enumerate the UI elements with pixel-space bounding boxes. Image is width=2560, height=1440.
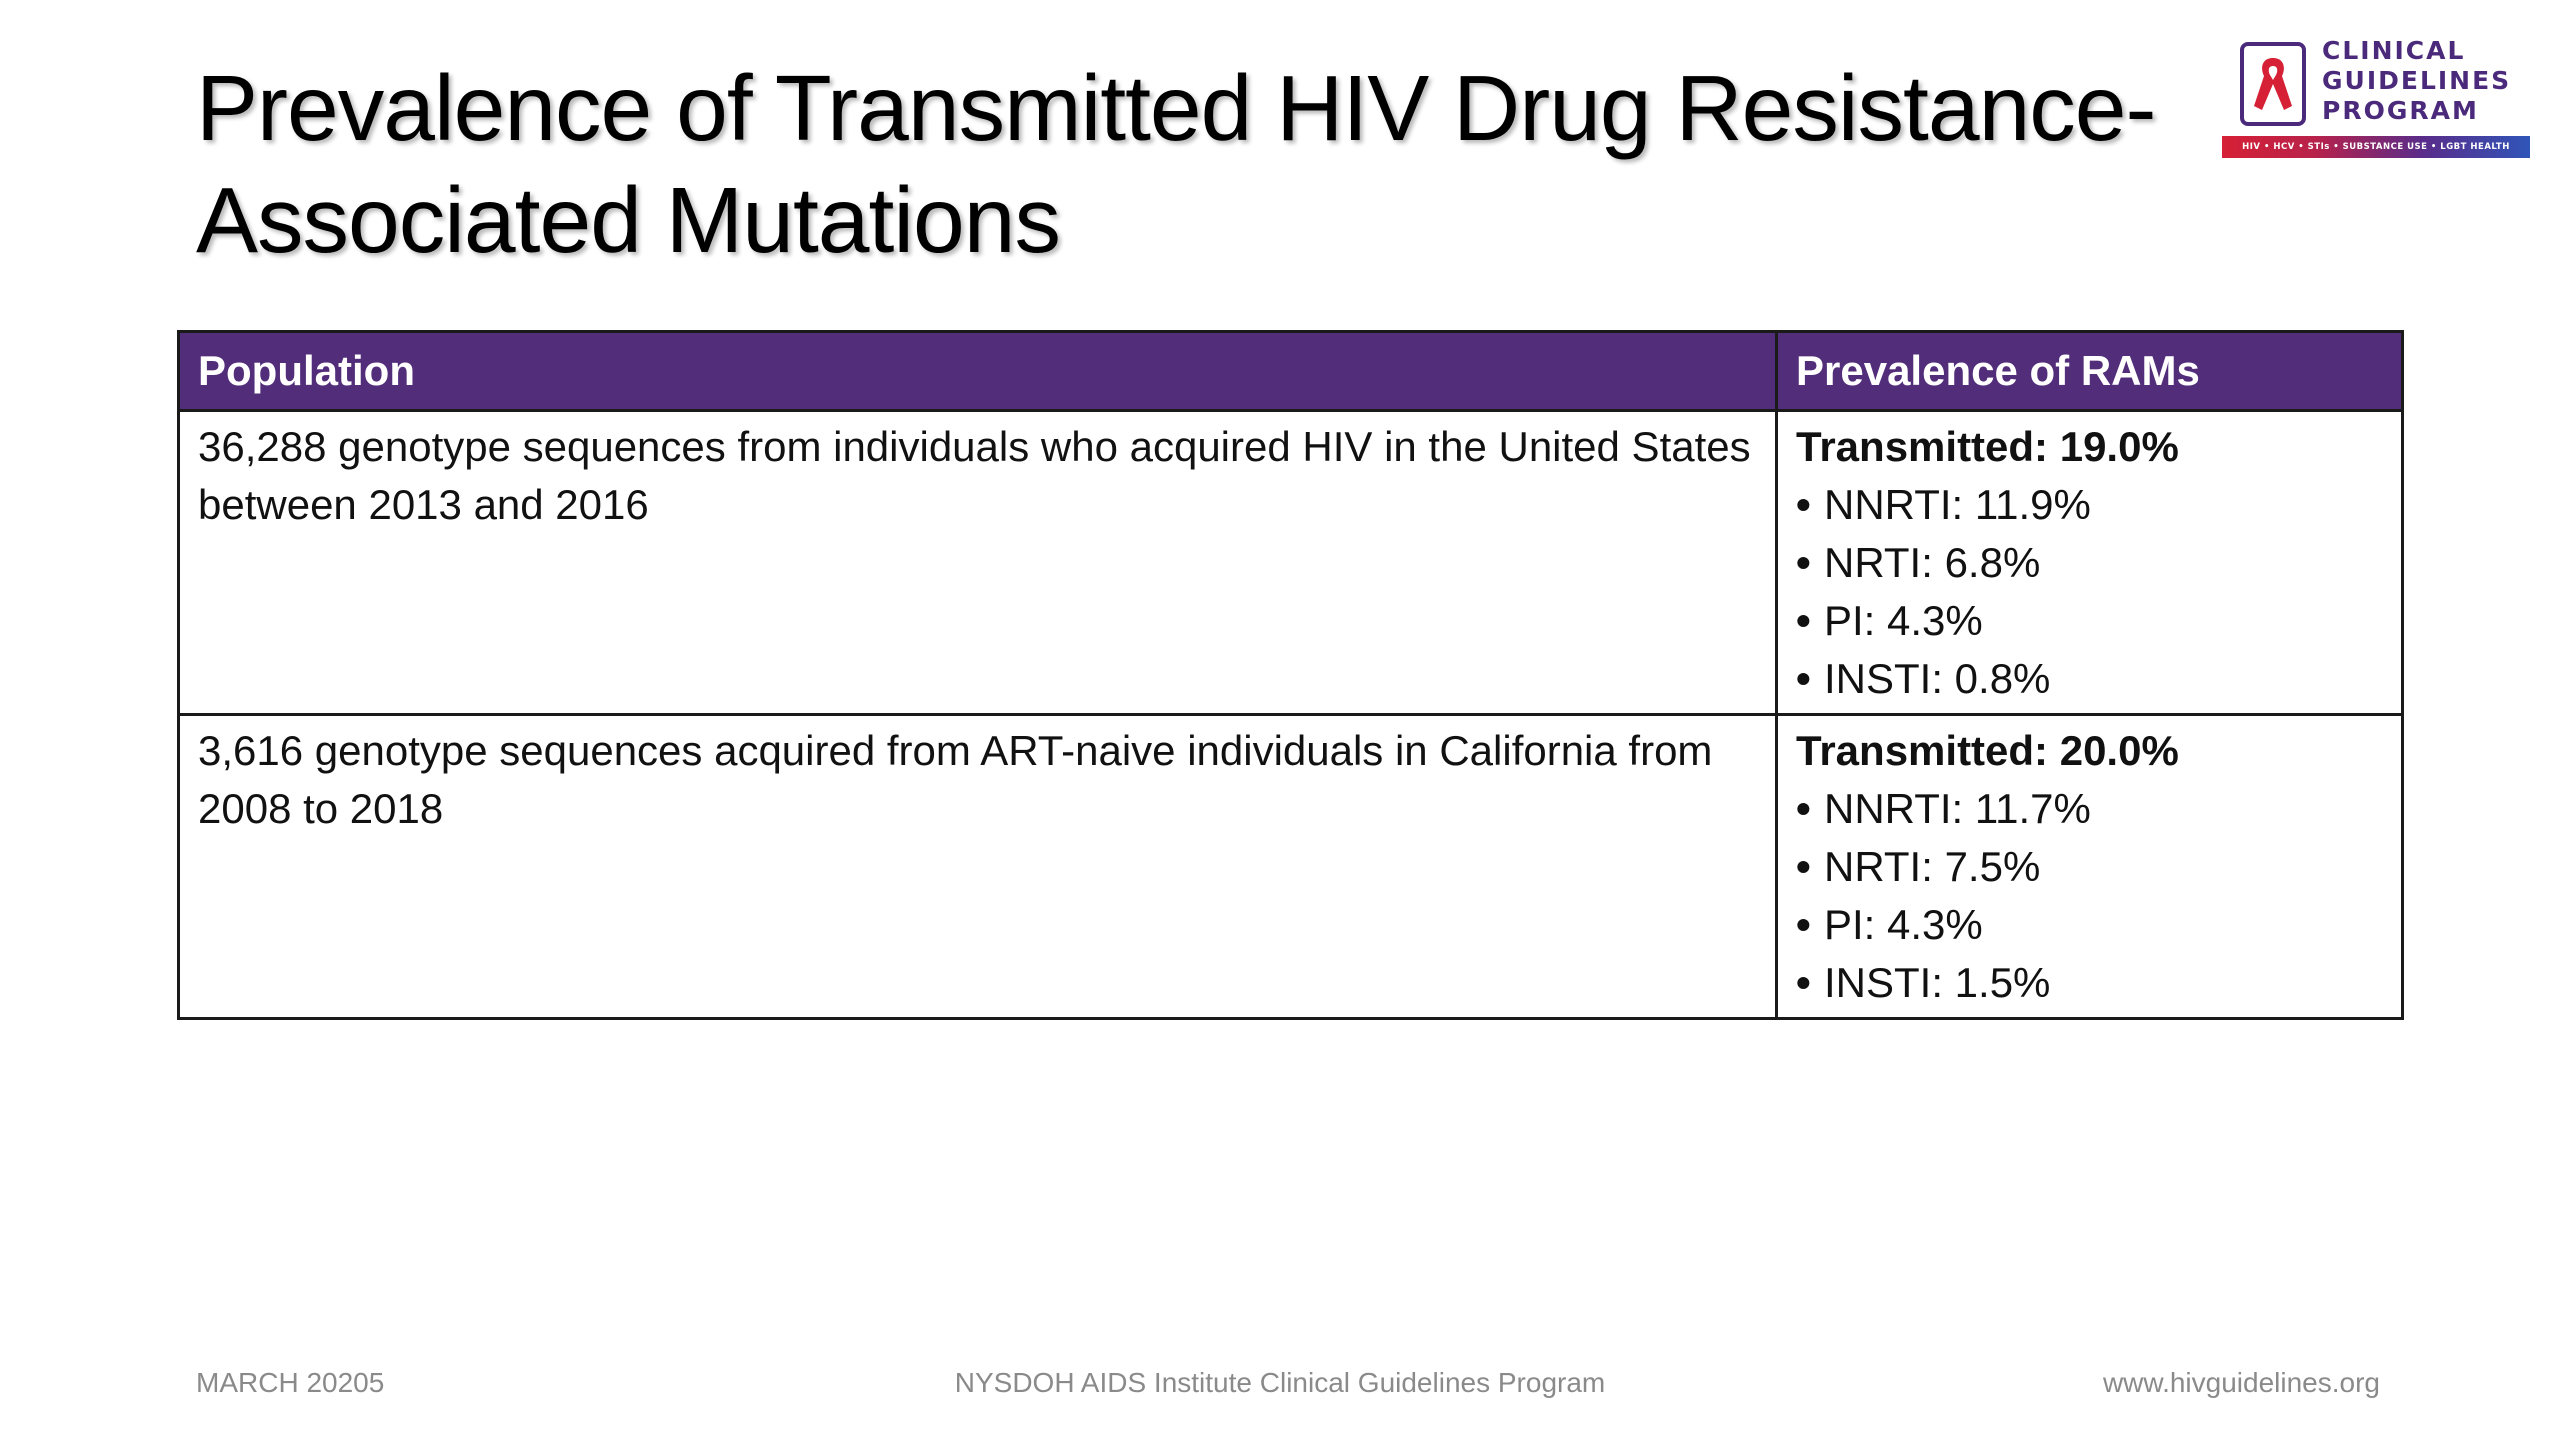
slide-title-line-1: Prevalence of Transmitted HIV Drug Resis… bbox=[196, 56, 2156, 160]
bullet-icon: • bbox=[1796, 785, 1811, 832]
slide-title-line-2: Associated Mutations bbox=[196, 168, 1061, 272]
drug-class-list: • NNRTI: 11.7% • NRTI: 7.5% • PI: 4.3% • INS… bbox=[1796, 780, 2383, 1012]
drug-class-list: • NNRTI: 11.9% • NRTI: 6.8% • PI: 4.3% • INS… bbox=[1796, 476, 2383, 708]
logo-line-1: CLINICAL bbox=[2322, 36, 2466, 65]
list-item: • NRTI: 7.5% bbox=[1796, 838, 2383, 896]
list-item: • NNRTI: 11.7% bbox=[1796, 780, 2383, 838]
prevalence-cell: Transmitted: 20.0% • NNRTI: 11.7% • NRTI: … bbox=[1775, 713, 2404, 1020]
population-cell: 3,616 genotype sequences acquired from A… bbox=[177, 713, 1778, 1020]
header-population: Population bbox=[177, 330, 1778, 412]
list-item: • PI: 4.3% bbox=[1796, 592, 2383, 650]
bullet-icon: • bbox=[1796, 959, 1811, 1006]
footer-date: MARCH 20205 bbox=[196, 1367, 385, 1398]
population-cell: 36,288 genotype sequences from individua… bbox=[177, 409, 1778, 716]
transmitted-total: Transmitted: 20.0% bbox=[1796, 727, 2179, 774]
transmitted-total: Transmitted: 19.0% bbox=[1796, 423, 2179, 470]
resistance-prevalence-table: Population Prevalence of RAMs 36,288 gen… bbox=[177, 330, 2404, 1020]
prevalence-cell: Transmitted: 19.0% • NNRTI: 11.9% • NRTI: … bbox=[1775, 409, 2404, 716]
bullet-icon: • bbox=[1796, 901, 1811, 948]
table-row: 3,616 genotype sequences acquired from A… bbox=[177, 713, 2404, 1020]
clinical-guidelines-program-logo: CLINICAL GUIDELINES PROGRAM HIV • HCV • … bbox=[2222, 36, 2530, 160]
footer-program-name: NYSDOH AIDS Institute Clinical Guideline… bbox=[954, 1367, 1606, 1398]
footer-website-link[interactable]: www.hivguidelines.org bbox=[2102, 1367, 2380, 1398]
list-item: • NRTI: 6.8% bbox=[1796, 534, 2383, 592]
bullet-icon: • bbox=[1796, 655, 1811, 702]
logo-line-3: PROGRAM bbox=[2322, 96, 2479, 125]
bullet-icon: • bbox=[1796, 481, 1811, 528]
header-prevalence: Prevalence of RAMs bbox=[1775, 330, 2404, 412]
bullet-icon: • bbox=[1796, 843, 1811, 890]
table-header-row: Population Prevalence of RAMs bbox=[177, 330, 2404, 412]
list-item: • INSTI: 1.5% bbox=[1796, 954, 2383, 1012]
bullet-icon: • bbox=[1796, 539, 1811, 586]
slide-title: Prevalence of Transmitted HIV Drug Resis… bbox=[196, 52, 2196, 276]
list-item: • INSTI: 0.8% bbox=[1796, 650, 2383, 708]
table-row: 36,288 genotype sequences from individua… bbox=[177, 409, 2404, 716]
red-ribbon-icon bbox=[2240, 42, 2306, 126]
bullet-icon: • bbox=[1796, 597, 1811, 644]
list-item: • NNRTI: 11.9% bbox=[1796, 476, 2383, 534]
logo-line-2: GUIDELINES bbox=[2322, 66, 2512, 95]
logo-wordmark: CLINICAL GUIDELINES PROGRAM bbox=[2322, 36, 2532, 126]
list-item: • PI: 4.3% bbox=[1796, 896, 2383, 954]
logo-tagline-strip: HIV • HCV • STIs • SUBSTANCE USE • LGBT … bbox=[2222, 136, 2530, 158]
